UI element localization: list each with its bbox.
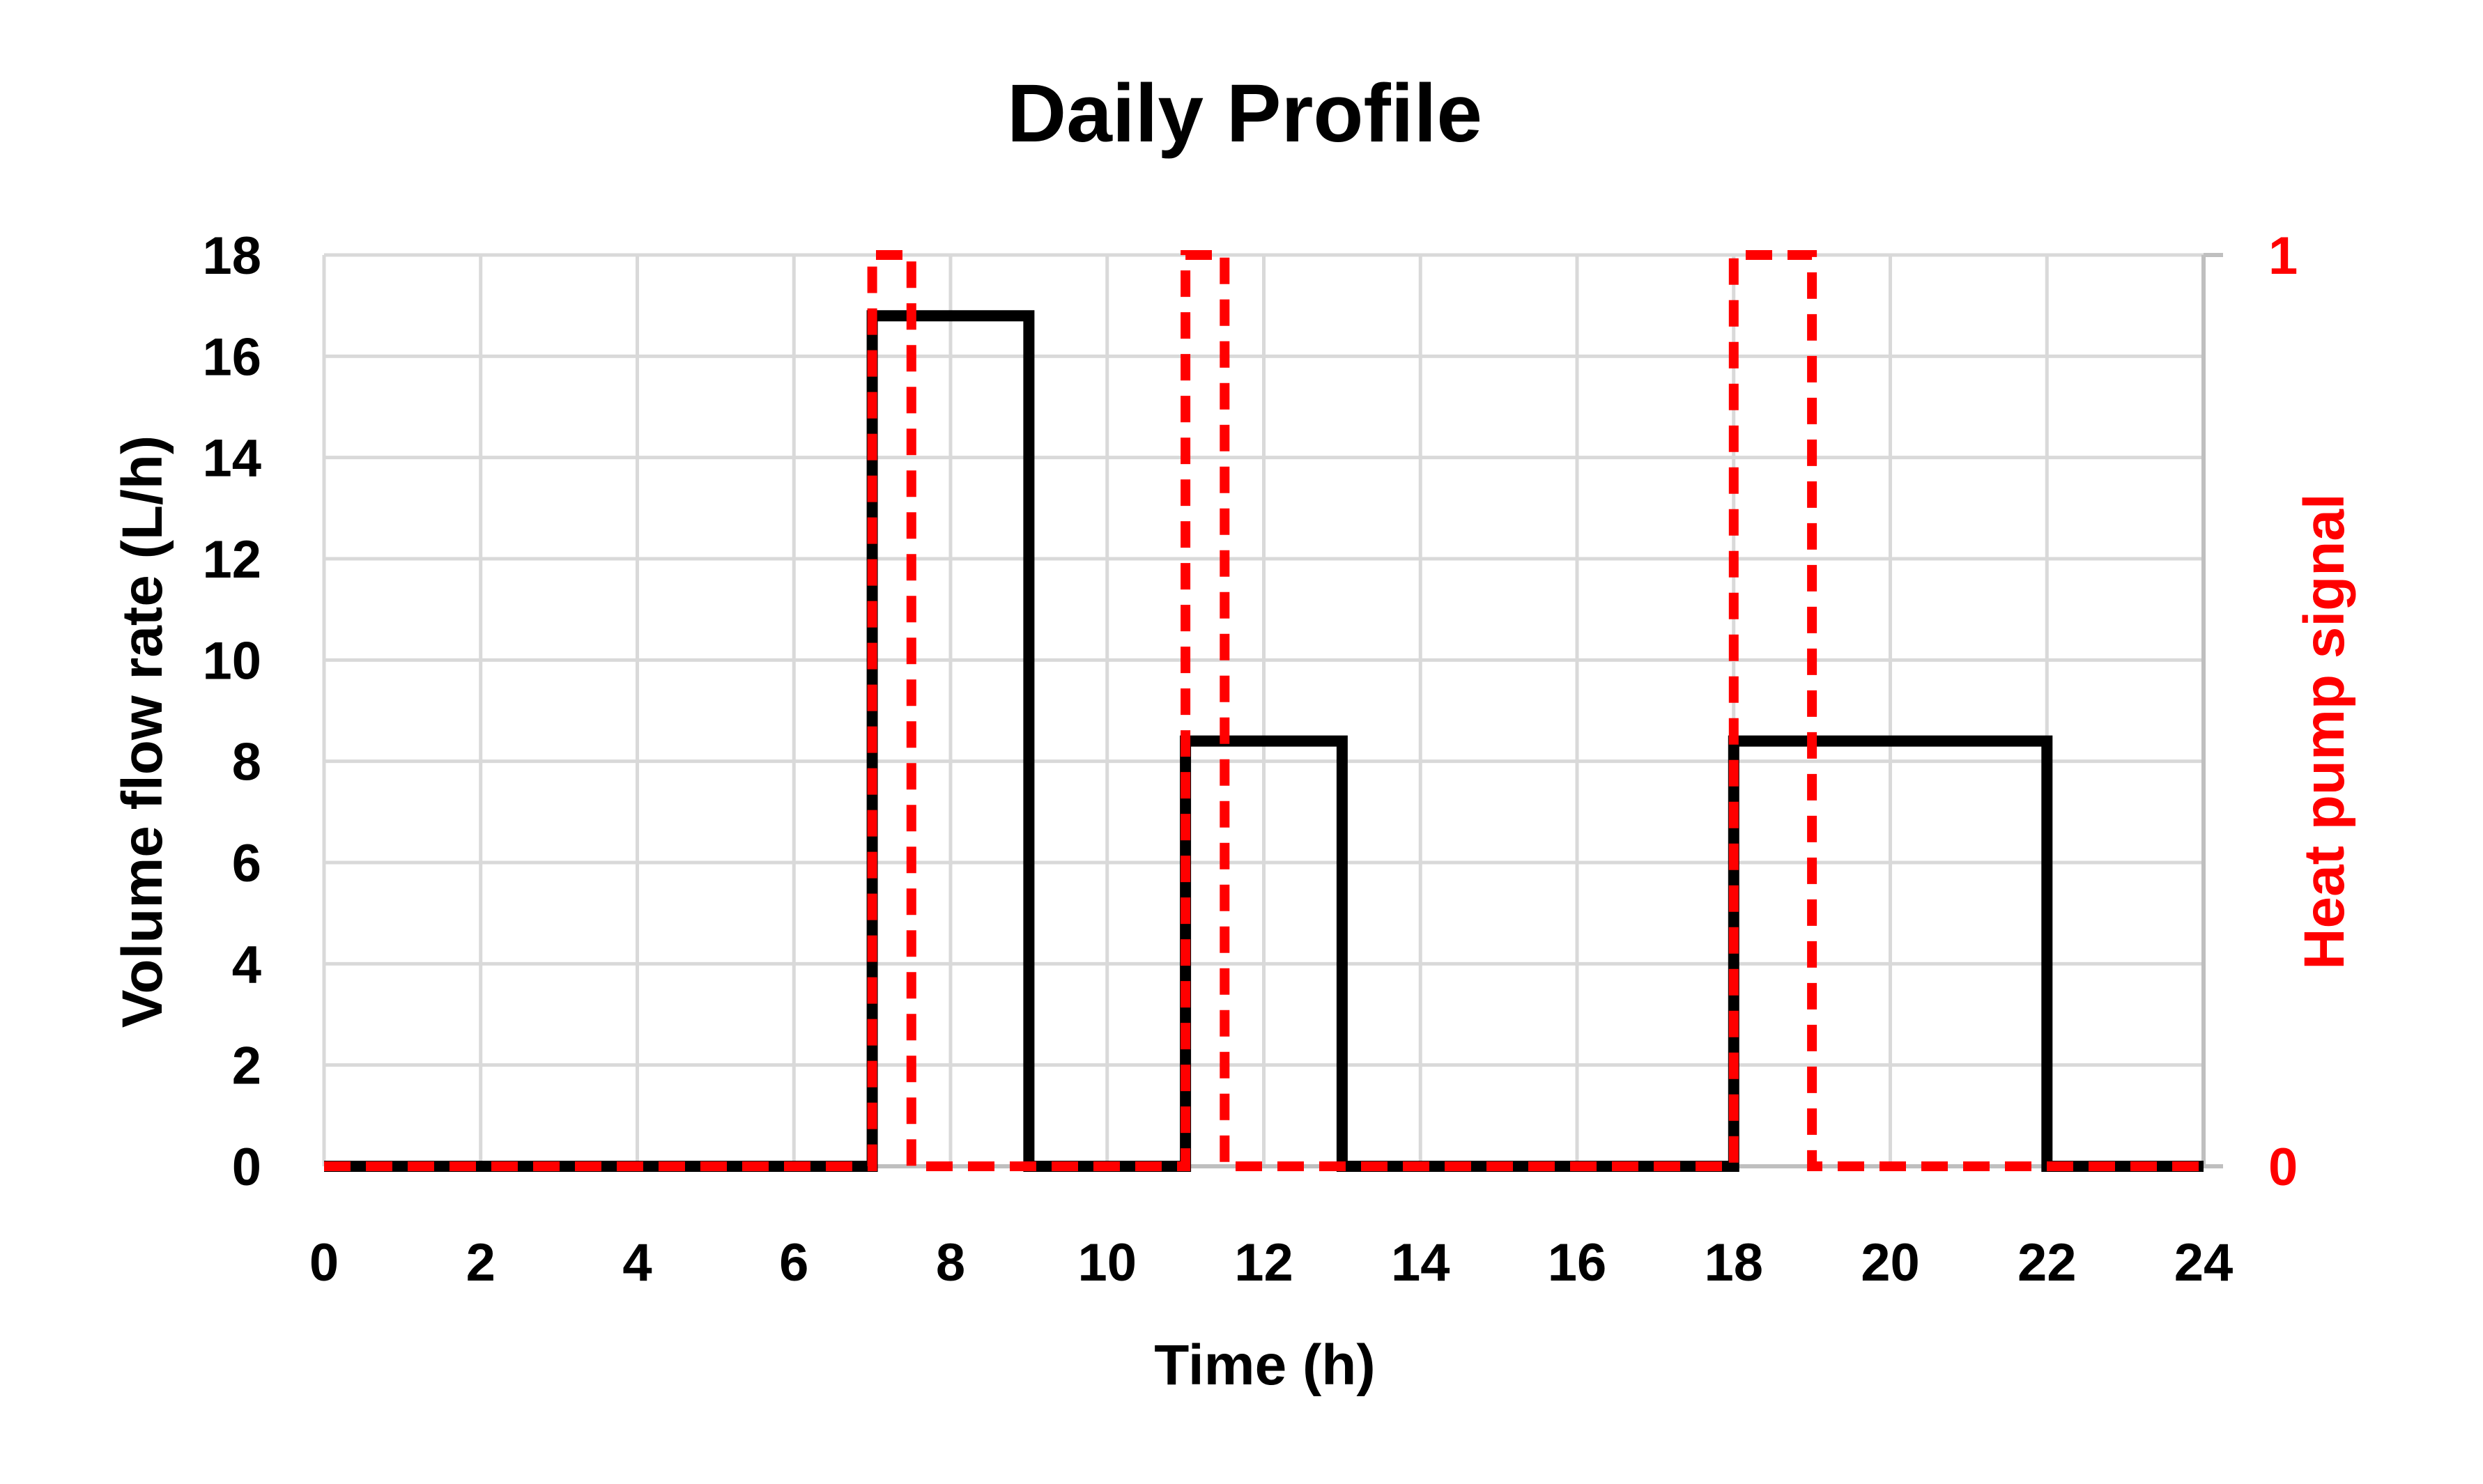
chart-title: Daily Profile (1007, 68, 1482, 160)
x-tick-label-10: 20 (1861, 1233, 1920, 1292)
x-tick-label-7: 14 (1391, 1233, 1450, 1292)
y2-axis-title: Heat pump signal (2293, 493, 2356, 969)
y-axis-title: Volume flow rate (L/h) (111, 435, 174, 1028)
y-tick-label-0: 0 (232, 1138, 261, 1197)
y-tick-label-6: 12 (202, 530, 261, 589)
y2-tick-label-0: 0 (2268, 1138, 2298, 1197)
y2-tick-label-1: 1 (2268, 226, 2298, 286)
x-tick-label-4: 8 (936, 1233, 965, 1292)
x-tick-label-9: 18 (1704, 1233, 1763, 1292)
x-tick-label-8: 16 (1548, 1233, 1607, 1292)
y-tick-label-5: 10 (202, 631, 261, 690)
y-tick-label-7: 14 (202, 429, 261, 488)
series-line-heat-pump-signal (324, 250, 2204, 1171)
x-tick-label-5: 10 (1077, 1233, 1137, 1292)
y-tick-label-9: 18 (202, 226, 261, 286)
y-tick-label-1: 2 (232, 1037, 261, 1096)
x-tick-label-11: 22 (2017, 1233, 2077, 1292)
x-tick-label-3: 6 (779, 1233, 808, 1292)
grid (322, 253, 2206, 1168)
x-tick-label-1: 2 (466, 1233, 495, 1292)
series-line-volume-flow-rate (324, 310, 2204, 1172)
x-axis-title: Time (h) (1154, 1334, 1375, 1397)
y-tick-label-4: 8 (232, 733, 261, 792)
x-tick-label-2: 4 (622, 1233, 652, 1292)
y-tick-label-8: 16 (202, 327, 261, 387)
x-tick-label-0: 0 (309, 1233, 339, 1292)
x-tick-label-12: 24 (2174, 1233, 2234, 1292)
y-tick-label-3: 6 (232, 834, 261, 893)
x-tick-label-6: 12 (1234, 1233, 1293, 1292)
series-layer (324, 250, 2204, 1172)
y-tick-label-2: 4 (232, 935, 261, 994)
